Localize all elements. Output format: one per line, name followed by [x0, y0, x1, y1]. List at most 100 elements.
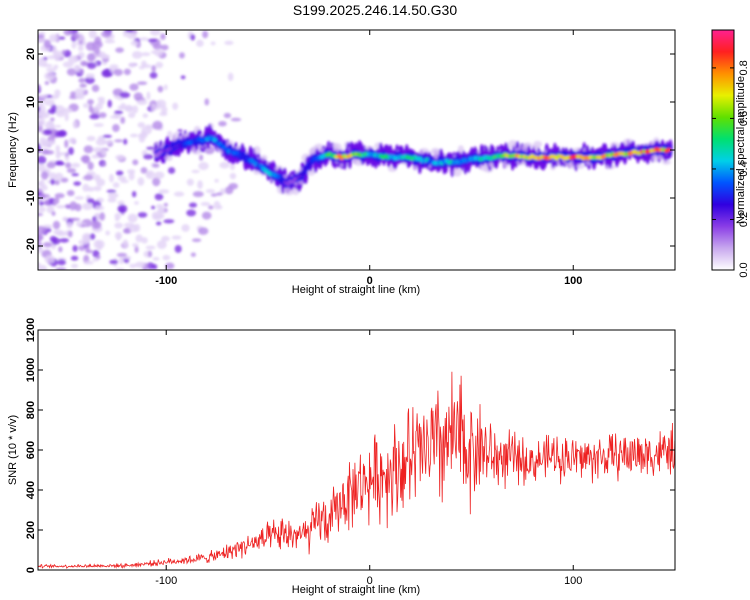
heatmap-noise-cell: [210, 193, 218, 197]
heatmap-noise-cell: [39, 264, 48, 270]
heatmap-noise-cell: [95, 138, 107, 146]
heatmap-noise-cell: [55, 110, 66, 118]
heatmap-noise-cell: [228, 183, 238, 190]
heatmap-noise-cell: [85, 41, 96, 51]
heatmap-noise-cell: [216, 192, 223, 196]
snr-line-plot: [38, 371, 675, 569]
heatmap-noise-cell: [43, 129, 53, 136]
heatmap-halo-cell: [609, 142, 620, 148]
snr-xtick-label: 100: [564, 575, 582, 587]
heatmap-noise-cell: [181, 224, 190, 232]
heatmap-noise-cell: [68, 137, 77, 144]
heatmap-noise-cell: [72, 245, 78, 252]
heatmap-noise-cell: [38, 38, 47, 42]
heatmap-noise-cell: [197, 180, 203, 190]
heatmap-noise-cell: [64, 112, 69, 122]
heatmap-noise-cell: [93, 106, 99, 113]
heatmap-noise-cell: [123, 68, 131, 76]
heatmap-noise-cell: [114, 231, 123, 240]
heatmap-noise-cell: [102, 140, 113, 145]
heatmap-noise-cell: [66, 189, 75, 197]
heatmap-noise-cell: [141, 237, 148, 244]
heatmap-peak-cell: [666, 147, 672, 152]
heatmap-noise-cell: [138, 133, 146, 143]
heatmap-noise-cell: [128, 171, 135, 181]
heatmap-noise-cell: [97, 51, 106, 59]
heatmap-noise-cell: [90, 233, 96, 240]
snr-ytick-label: 200: [25, 521, 37, 539]
heatmap-noise-cell: [151, 65, 157, 73]
heatmap-xtick-label: 100: [564, 275, 582, 287]
heatmap-noise-cell: [56, 204, 65, 209]
heatmap-noise-cell: [38, 206, 46, 213]
heatmap-noise-cell: [69, 201, 78, 211]
heatmap-noise-cell: [107, 99, 112, 108]
heatmap-noise-cell: [137, 177, 145, 186]
heatmap-noise-cell: [43, 242, 53, 248]
colorbar: [711, 29, 735, 271]
heatmap-noise-cell: [191, 169, 200, 174]
heatmap-noise-cell: [186, 178, 194, 186]
heatmap-noise-cell: [38, 34, 45, 38]
heatmap-noise-cell: [157, 85, 164, 93]
heatmap-noise-cell: [154, 193, 164, 201]
heatmap-halo-cell: [533, 140, 543, 148]
heatmap-noise-field: [38, 30, 242, 270]
heatmap-noise-cell: [38, 109, 43, 118]
heatmap-noise-cell: [92, 147, 103, 153]
heatmap-noise-cell: [131, 190, 137, 198]
heatmap-noise-cell: [126, 32, 137, 39]
heatmap-noise-cell: [50, 178, 56, 185]
heatmap-noise-cell: [98, 112, 107, 119]
heatmap-noise-cell: [128, 62, 137, 68]
heatmap-noise-cell: [54, 89, 61, 97]
heatmap-noise-cell: [55, 150, 61, 160]
heatmap-noise-cell: [38, 200, 44, 206]
heatmap-noise-cell: [115, 267, 125, 270]
heatmap-noise-cell: [200, 201, 211, 206]
heatmap-ridge: [153, 122, 674, 196]
heatmap-noise-cell: [79, 83, 87, 88]
heatmap-noise-cell: [107, 197, 117, 203]
heatmap-noise-cell: [102, 134, 112, 138]
heatmap-noise-cell: [152, 177, 161, 187]
heatmap-noise-cell: [41, 142, 51, 148]
snr-ytick-label: 400: [25, 481, 37, 499]
heatmap-noise-cell: [112, 182, 120, 189]
heatmap-noise-cell: [78, 239, 89, 245]
heatmap-noise-cell: [83, 174, 94, 181]
snr-ytick-label: 1000: [25, 358, 37, 382]
heatmap-noise-cell: [129, 83, 139, 91]
heatmap-noise-cell: [141, 52, 151, 57]
heatmap-noise-cell: [38, 118, 46, 127]
snr-frame: [37, 329, 676, 571]
heatmap-noise-cell: [59, 238, 69, 243]
heatmap-noise-cell: [112, 123, 120, 132]
heatmap-noise-cell: [230, 117, 242, 122]
heatmap-noise-cell: [71, 41, 77, 49]
heatmap-noise-cell: [62, 107, 73, 114]
heatmap-noise-cell: [52, 50, 64, 60]
heatmap-noise-cell: [97, 96, 105, 102]
heatmap-halo-cell: [576, 163, 585, 169]
heatmap-noise-cell: [227, 72, 234, 82]
heatmap-noise-cell: [190, 34, 196, 41]
heatmap-noise-cell: [84, 76, 95, 84]
heatmap-noise-cell: [123, 228, 130, 234]
heatmap-halo-cell: [164, 155, 173, 162]
heatmap-noise-cell: [142, 113, 149, 119]
heatmap-noise-cell: [172, 102, 179, 111]
heatmap-noise-cell: [115, 47, 124, 53]
heatmap-noise-cell: [74, 64, 81, 73]
heatmap-noise-cell: [71, 263, 79, 269]
heatmap-noise-cell: [91, 154, 99, 159]
heatmap-noise-cell: [38, 233, 43, 243]
heatmap-noise-cell: [145, 245, 156, 250]
heatmap-halo-cell: [307, 169, 316, 176]
heatmap-ylabel: Frequency (Hz): [7, 112, 19, 188]
heatmap-noise-cell: [50, 104, 57, 112]
heatmap-noise-cell: [188, 202, 198, 208]
heatmap-noise-cell: [55, 267, 67, 270]
heatmap-noise-cell: [44, 81, 50, 85]
heatmap-noise-cell: [43, 39, 51, 49]
